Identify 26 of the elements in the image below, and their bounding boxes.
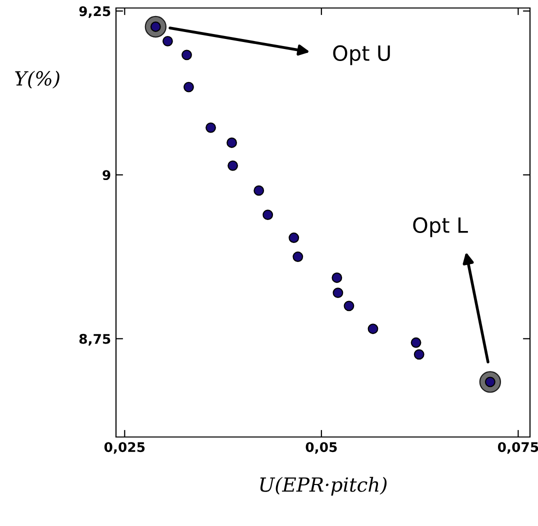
point [206,122,216,133]
point [344,300,354,312]
x-tick-label: 0,075 [498,442,538,454]
y-tick-label: 9,25 [79,6,110,18]
y-tick-label: 8,75 [79,334,110,346]
point [332,272,342,283]
annotation: Opt L [413,217,468,238]
point [228,160,238,171]
point [254,185,264,196]
point [414,349,424,360]
y-axis-title: Y(%) [15,70,60,88]
point [226,138,237,148]
x-tick-label: 0,025 [104,442,145,454]
point [184,82,194,92]
point [368,324,378,334]
point [182,50,192,60]
point [288,232,300,243]
point [162,36,173,46]
x-tick-label: 0,05 [306,442,337,454]
y-tick-label: 9 [102,170,110,180]
point [262,210,274,220]
x-axis-title: U(EPR·pitch) [260,476,387,496]
point [410,337,422,348]
point [292,252,304,262]
annotation: Opt U [333,45,390,66]
point [332,288,344,298]
